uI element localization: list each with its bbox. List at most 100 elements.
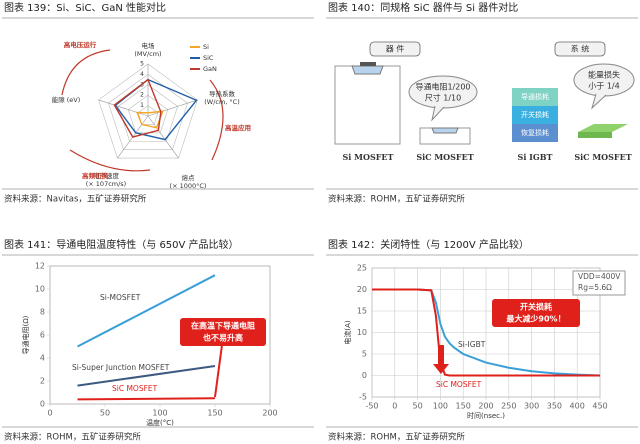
x-tick-label: 150 (456, 402, 471, 411)
arrow (433, 345, 449, 374)
radar-line (114, 78, 198, 141)
axis-label: 能隙 (eV) (52, 95, 81, 104)
annotation: 高温应用 (225, 123, 251, 132)
y-tick-label: 5 (362, 350, 367, 359)
caption: 图表 142：关闭特性（与 1200V 产品比较） (328, 238, 529, 251)
x-tick-label: 50 (100, 409, 110, 418)
x-tick-label: 150 (207, 409, 222, 418)
grid-ring (98, 63, 198, 159)
loss-layer: 开关损耗 (521, 110, 549, 119)
device-note: 尺寸 1/10 (425, 93, 462, 103)
r-tick-label: 4 (140, 71, 144, 78)
axis-label: (× 107cm/s) (86, 180, 126, 188)
y-tick-label: 10 (35, 285, 45, 294)
device-label: Si MOSFET (343, 152, 394, 162)
x-tick-label: 50 (413, 402, 423, 411)
conditions-box (572, 270, 626, 296)
series-label: Si-Super Junction MOSFET (72, 363, 170, 372)
r-tick-label: 5 (140, 61, 144, 68)
x-tick-label: 0 (392, 402, 397, 411)
device-label: SiC MOSFET (574, 152, 631, 162)
y-axis-label: 电流(A) (343, 320, 352, 345)
callout (180, 318, 266, 346)
y-tick-label: 20 (357, 285, 367, 294)
annotation: 高电压运行 (64, 40, 97, 49)
source: 资料来源：ROHM，五矿证券研究所 (328, 194, 465, 205)
series-line (77, 365, 216, 387)
r-tick-label: 1 (140, 102, 144, 109)
series-label: Si-MOSFET (100, 293, 141, 302)
axis-label: (× 1000°C) (170, 182, 207, 190)
pointer (214, 344, 223, 398)
x-tick-label: 100 (433, 402, 448, 411)
legend-label: GaN (203, 65, 217, 73)
r-tick-label: 2 (140, 92, 144, 99)
x-tick-label: 450 (592, 402, 607, 411)
y-tick-label: -5 (359, 393, 367, 402)
callout (492, 299, 580, 327)
system-note: 小于 1/4 (588, 82, 619, 91)
series-label: SiC MOSFET (436, 380, 482, 389)
y-tick-label: 0 (40, 400, 45, 409)
device-label: Si IGBT (518, 152, 553, 162)
source: 资料来源：ROHM，五矿证券研究所 (4, 432, 141, 443)
callout-text: 最大减少90%！ (506, 314, 565, 324)
axis-label: (MV/cm) (134, 50, 161, 58)
series-label: Si-IGBT (458, 340, 486, 349)
y-tick-label: 6 (40, 331, 45, 340)
caption: 图表 139：Si、SiC、GaN 性能对比 (4, 1, 166, 14)
callout-text: 在高温下导通电阻 (191, 321, 255, 331)
radar-axis (147, 115, 179, 159)
condition: Rg=5.6Ω (578, 283, 612, 292)
y-tick-label: 15 (357, 307, 367, 316)
annotation: 高频切换 (82, 171, 109, 180)
y-axis-label: 导通电阻(Ω) (21, 315, 30, 354)
caption: 图表 140：同规格 SiC 器件与 Si 器件对比 (328, 1, 518, 14)
loss-layer: 导通损耗 (521, 92, 549, 101)
axis-label: 导热系数 (209, 89, 236, 98)
axis-label: 电子速度 (93, 171, 120, 180)
y-tick-label: 2 (40, 377, 45, 386)
callout-text: 开关损耗 (520, 302, 552, 312)
axis-label: 熔点 (182, 173, 196, 182)
caption: 图表 141：导通电阻温度特性（与 650V 产品比较） (4, 238, 239, 251)
series-label: SiC MOSFET (112, 384, 158, 393)
x-tick-label: 0 (47, 409, 52, 418)
grid-ring (108, 74, 188, 150)
radar-axis (147, 99, 198, 117)
x-tick-label: 200 (262, 409, 277, 418)
x-axis-label: 时间(nsec.) (467, 411, 505, 420)
loss-layer: 恢复损耗 (521, 128, 549, 137)
device-label: SiC MOSFET (416, 152, 473, 162)
system-note: 能量损失 (588, 70, 620, 80)
legend-label: Si (203, 43, 209, 51)
radar-line (113, 78, 162, 138)
source: 资料来源：ROHM，五矿证券研究所 (328, 432, 465, 443)
radar-axis (98, 99, 149, 117)
y-tick-label: 4 (40, 354, 45, 363)
rules (2, 17, 638, 428)
axis-label: 电场 (142, 41, 156, 50)
series-line (77, 274, 216, 348)
device-note: 导通电阻1/200 (415, 82, 470, 92)
brackets (61, 49, 224, 172)
callout-text: 也不易升高 (203, 333, 243, 343)
x-tick-label: 100 (152, 409, 167, 418)
axis-label: (W/cm, °C) (204, 98, 240, 106)
grid-ring (117, 84, 179, 142)
x-axis-label: 温度(°C) (146, 418, 174, 427)
x-tick-label: 350 (547, 402, 562, 411)
y-tick-label: 0 (362, 371, 367, 380)
system-title: 系 统 (571, 44, 590, 54)
x-tick-label: 300 (524, 402, 539, 411)
condition: VDD=400V (578, 272, 621, 281)
x-tick-label: 200 (478, 402, 493, 411)
x-tick-label: 400 (570, 402, 585, 411)
y-tick-label: 8 (40, 308, 45, 317)
x-tick-label: 250 (501, 402, 516, 411)
y-tick-label: 10 (357, 328, 367, 337)
series-line (77, 397, 216, 401)
y-tick-label: 25 (357, 264, 367, 273)
